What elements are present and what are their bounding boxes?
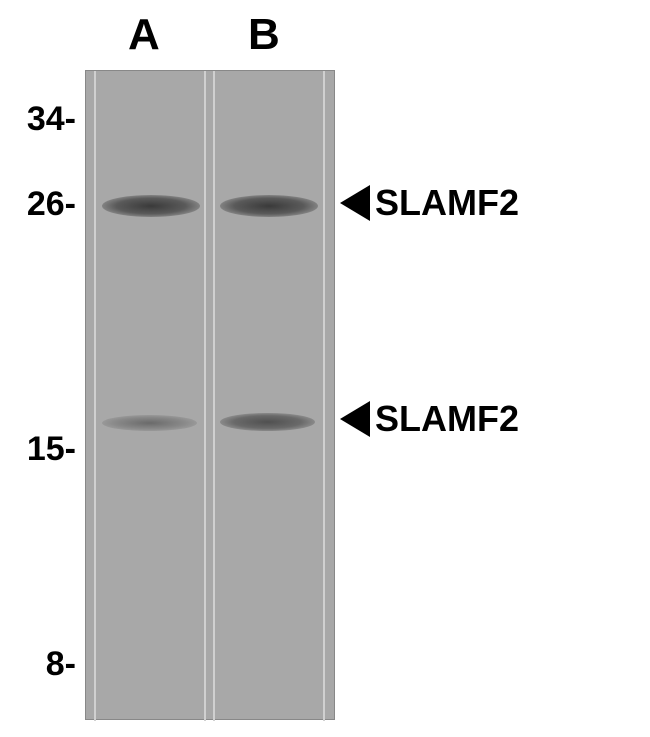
lane-label-A: A [128,10,160,60]
lane-A-border [94,71,206,721]
western-blot-figure: A B 34- 26- 15- 8- SLAMF2 SLAMF2 [0,0,650,737]
mw-marker-8: 8- [28,645,76,684]
band-A-upper [102,195,200,217]
mw-marker-26: 26- [8,185,76,224]
band-annotation-upper: SLAMF2 [340,182,519,224]
band-A-lower [102,415,197,431]
band-annotation-label-lower: SLAMF2 [375,398,519,440]
arrow-icon [340,185,370,221]
lane-B-border [213,71,325,721]
mw-marker-34: 34- [8,100,76,139]
mw-marker-15: 15- [8,430,76,469]
band-B-lower [220,413,315,431]
band-annotation-lower: SLAMF2 [340,398,519,440]
band-annotation-label-upper: SLAMF2 [375,182,519,224]
band-B-upper [220,195,318,217]
lane-label-B: B [248,10,280,60]
blot-membrane [85,70,335,720]
arrow-icon [340,401,370,437]
